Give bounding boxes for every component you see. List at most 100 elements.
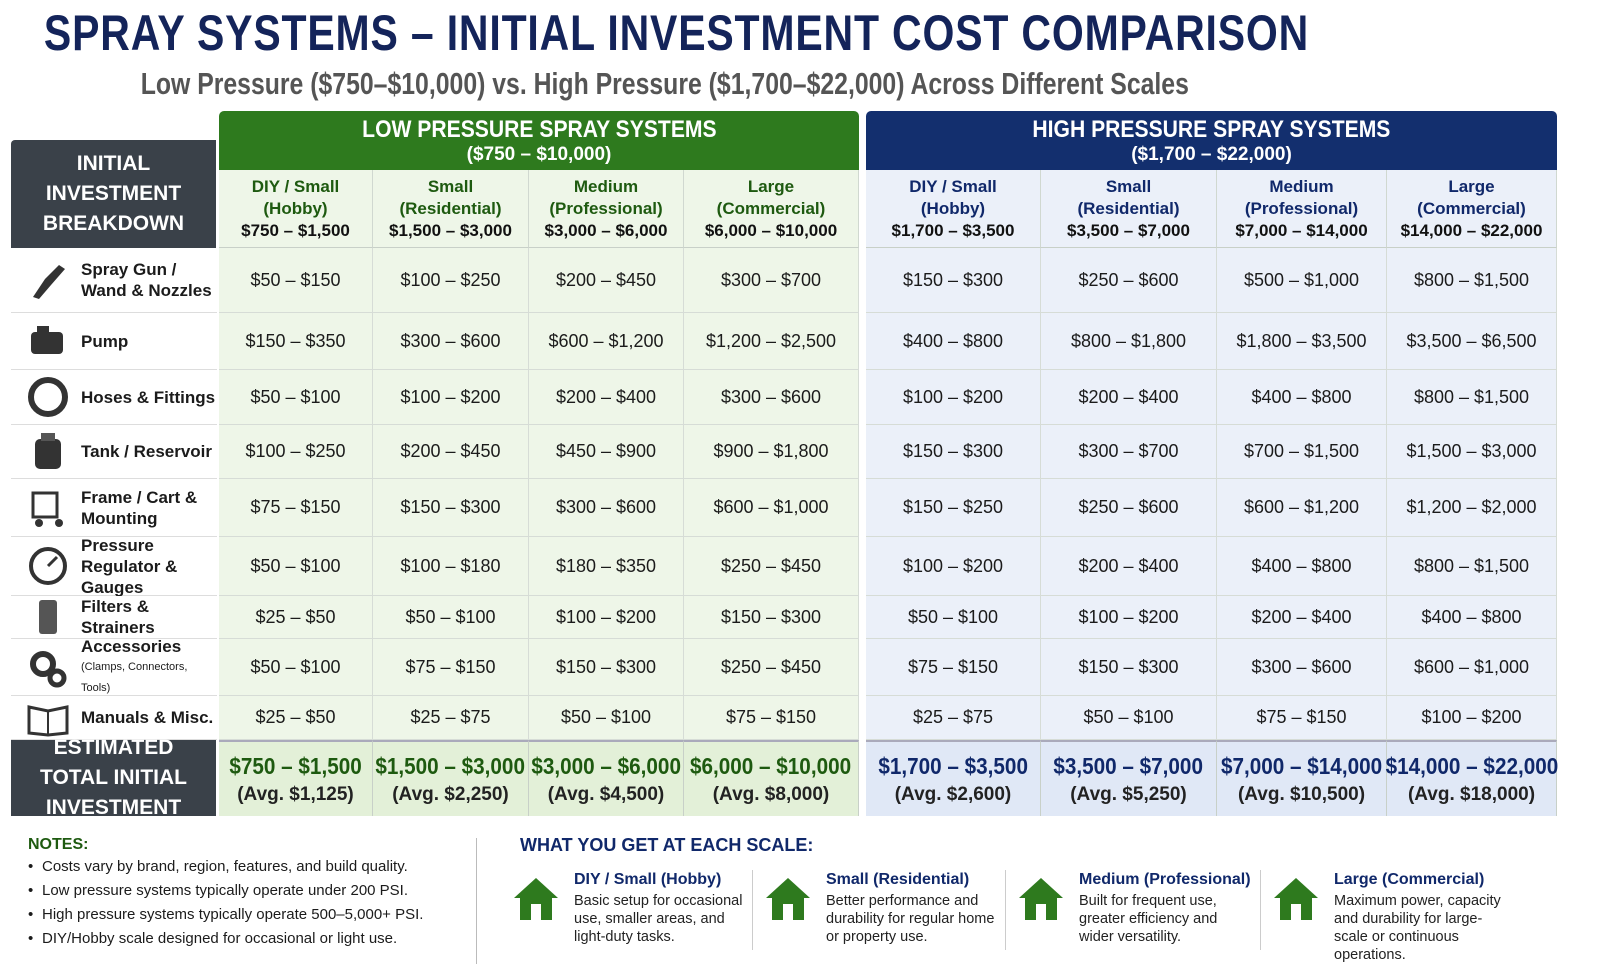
cell: $300 – $600 [529,479,684,537]
scale-icon [1270,872,1322,924]
column-name: Medium [1269,176,1334,196]
column-header: Medium (Professional) $7,000 – $14,000 [1217,170,1387,248]
total-cell: $750 – $1,500 (Avg. $1,125) [219,740,373,816]
cell: $100 – $250 [219,425,373,479]
cell: $200 – $400 [1041,537,1217,596]
cell: $800 – $1,500 [1387,248,1557,313]
total-range: $3,000 – $6,000 [531,752,681,779]
cell: $250 – $450 [684,639,859,696]
cell: $400 – $800 [1387,596,1557,639]
row-label: Tank / Reservoir [11,425,217,479]
row-name: Filters & Strainers [81,597,155,637]
scale-text: Maximum power, capacity and durability f… [1334,893,1501,963]
column-range: $7,000 – $14,000 [1235,220,1368,240]
column-sub: (Hobby) [263,198,328,218]
row-icon [30,651,67,688]
cell: $200 – $450 [373,425,529,479]
cell: $300 – $600 [684,370,859,425]
column-range: $1,700 – $3,500 [891,220,1015,240]
column-header: Medium (Professional) $3,000 – $6,000 [529,170,684,248]
total-range: $14,000 – $22,000 [1385,752,1558,779]
total-cell: $6,000 – $10,000 (Avg. $8,000) [684,740,859,816]
group-title: HIGH PRESSURE SPRAY SYSTEMS [1032,115,1391,143]
cell: $100 – $200 [529,596,684,639]
cell: $150 – $300 [866,425,1041,479]
cell: $300 – $700 [1041,425,1217,479]
note-item: • DIY/Hobby scale designed for occasional… [28,930,398,947]
row-icon [31,491,63,527]
row-name: Hoses & Fittings [81,387,216,407]
cell: $150 – $350 [219,313,373,370]
row-note: (Clamps, Connectors, Tools) [81,660,188,694]
cell: $100 – $250 [373,248,529,313]
column-header: Large (Commercial) $6,000 – $10,000 [684,170,859,248]
cell: $800 – $1,500 [1387,537,1557,596]
total-avg: (Avg. $2,250) [392,783,509,805]
total-range: $1,700 – $3,500 [878,752,1028,779]
cell: $100 – $200 [866,370,1041,425]
column-sub: (Professional) [549,198,663,218]
column-header: DIY / Small (Hobby) $1,700 – $3,500 [866,170,1041,248]
column-sub: (Commercial) [1417,198,1526,218]
row-name: Accessories [81,636,182,656]
cell: $300 – $600 [373,313,529,370]
cell: $50 – $150 [219,248,373,313]
row-label-text: Spray Gun / Wand & Nozzles [81,259,216,301]
row-name: Spray Gun / Wand & Nozzles [81,260,212,300]
group-header: HIGH PRESSURE SPRAY SYSTEMS ($1,700 – $22… [866,111,1557,170]
group-title: LOW PRESSURE SPRAY SYSTEMS [361,115,717,143]
title: SPRAY SYSTEMS – INITIAL INVESTMENT COST … [43,5,1310,61]
total-range: $750 – $1,500 [229,752,362,779]
total-avg: (Avg. $18,000) [1407,783,1536,805]
total-range: $3,500 – $7,000 [1053,752,1204,779]
cell: $100 – $200 [373,370,529,425]
total-avg: (Avg. $4,500) [547,783,665,805]
column-name: Large [747,176,795,196]
row-icon [28,377,68,417]
row-label-text: Frame / Cart & Mounting [81,487,216,529]
cell: $150 – $300 [373,479,529,537]
cell: $200 – $400 [529,370,684,425]
column-name: DIY / Small [251,176,340,196]
cell: $500 – $1,000 [1217,248,1387,313]
total-range: $6,000 – $10,000 [690,752,852,779]
column-header: Small (Residential) $3,500 – $7,000 [1041,170,1217,248]
column-range: $3,500 – $7,000 [1067,220,1190,240]
scale-icon [762,872,814,924]
scales-title: WHAT YOU GET AT EACH SCALE: [520,835,814,855]
group-range: ($1,700 – $22,000) [1131,143,1292,165]
cell: $100 – $200 [1387,696,1557,740]
row-label: Accessories (Clamps, Connectors, Tools) [11,636,217,696]
cell: $75 – $150 [1217,696,1387,740]
total-range: $1,500 – $3,000 [375,752,526,779]
total-cell: $3,500 – $7,000 (Avg. $5,250) [1041,740,1217,816]
row-name: Manuals & Misc. [81,708,214,727]
row-label-text: Filters & Strainers [81,596,216,638]
row-icon [27,704,69,737]
scale-name: DIY / Small (Hobby) [574,871,722,888]
cell: $50 – $100 [219,537,373,596]
note-item: • Costs vary by brand, region, features, … [28,858,408,875]
column-sub: (Professional) [1244,198,1359,218]
cell: $400 – $800 [1217,537,1387,596]
cell: $250 – $600 [1041,248,1217,313]
total-avg: (Avg. $2,600) [894,783,1012,805]
group-range: ($750 – $10,000) [466,143,612,165]
cell: $600 – $1,000 [1387,639,1557,696]
row-name: Pressure Regulator & Gauges [81,535,178,597]
cell: $25 – $75 [373,696,529,740]
scale-text: Better performance and durability for re… [826,893,995,945]
scale-name: Medium (Professional) [1079,871,1251,888]
column-range: $3,000 – $6,000 [544,220,668,240]
row-label: Hoses & Fittings [11,370,217,425]
scale-icon [1015,872,1067,924]
row-icon [35,432,61,469]
cell: $800 – $1,500 [1387,370,1557,425]
cell: $900 – $1,800 [684,425,859,479]
scale-name: Small (Residential) [826,871,970,888]
column-range: $1,500 – $3,000 [389,220,512,240]
column-header: DIY / Small (Hobby) $750 – $1,500 [219,170,373,248]
scale-icon [510,872,562,924]
cell: $75 – $150 [219,479,373,537]
total-avg: (Avg. $1,125) [237,783,354,805]
